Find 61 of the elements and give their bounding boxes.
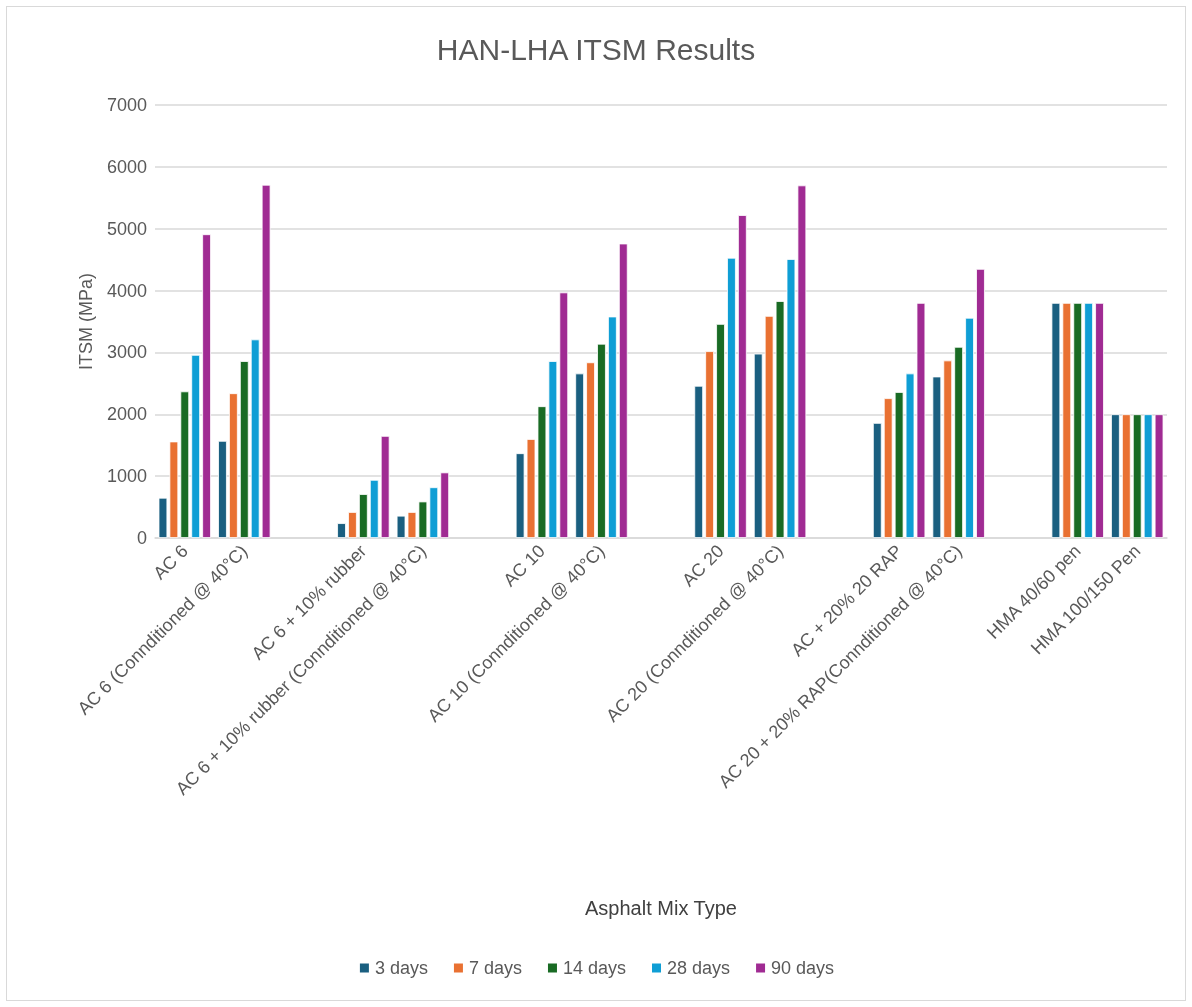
bar xyxy=(1051,302,1061,538)
bar xyxy=(618,243,628,538)
bar xyxy=(694,385,704,538)
bar xyxy=(716,323,725,538)
bar xyxy=(1062,302,1072,538)
y-tick-label: 1000 xyxy=(106,466,147,487)
y-tick-label: 7000 xyxy=(106,95,147,115)
bar xyxy=(261,184,271,538)
bar xyxy=(1095,302,1104,538)
bar xyxy=(358,494,368,538)
bar xyxy=(727,257,736,538)
y-tick-label: 2000 xyxy=(106,404,147,425)
bar xyxy=(429,487,439,538)
bar xyxy=(965,317,974,538)
legend-label: 28 days xyxy=(667,958,731,978)
legend-label: 3 days xyxy=(374,958,428,978)
bar xyxy=(1084,302,1093,538)
y-tick-label: 3000 xyxy=(106,342,147,363)
y-tick-label: 0 xyxy=(136,528,147,548)
legend-label: 14 days xyxy=(562,958,627,978)
bar xyxy=(976,268,985,538)
bar xyxy=(872,422,882,538)
y-tick-label: 6000 xyxy=(106,156,147,177)
legend-label: 90 days xyxy=(771,958,835,978)
bar xyxy=(250,339,260,538)
bar xyxy=(954,346,964,538)
bar xyxy=(440,472,450,538)
bar xyxy=(575,373,585,538)
x-axis-title: Asphalt Mix Type xyxy=(585,897,737,919)
bar xyxy=(608,316,617,538)
legend-label: 7 days xyxy=(468,958,522,978)
bar xyxy=(229,393,238,538)
bar xyxy=(369,479,379,538)
bar xyxy=(380,435,390,538)
x-tick-label: AC 10 xyxy=(499,540,550,591)
y-tick-label: 4000 xyxy=(106,280,147,301)
bar xyxy=(932,376,942,538)
bar xyxy=(1073,302,1083,538)
x-tick-label: AC 20 xyxy=(678,540,728,591)
bar xyxy=(348,512,357,538)
bar xyxy=(737,215,747,538)
bar xyxy=(883,398,893,538)
y-tick-label: 5000 xyxy=(106,218,147,239)
bar xyxy=(191,354,201,538)
bar xyxy=(1111,414,1120,538)
y-axis-title: ITSM (MPa) xyxy=(76,273,96,370)
bar xyxy=(218,440,227,538)
bar xyxy=(943,360,953,538)
bar xyxy=(1132,414,1142,538)
bar xyxy=(705,351,714,538)
bar xyxy=(239,361,249,538)
bar xyxy=(337,523,346,538)
bar xyxy=(202,234,211,538)
bar xyxy=(1121,414,1131,538)
bar xyxy=(597,343,606,538)
x-tick-label: AC 6 xyxy=(149,540,192,584)
chart-title: HAN-LHA ITSM Results xyxy=(436,32,756,66)
bar xyxy=(180,391,190,538)
bar xyxy=(559,292,569,538)
bar xyxy=(586,362,595,538)
bar xyxy=(753,353,763,538)
